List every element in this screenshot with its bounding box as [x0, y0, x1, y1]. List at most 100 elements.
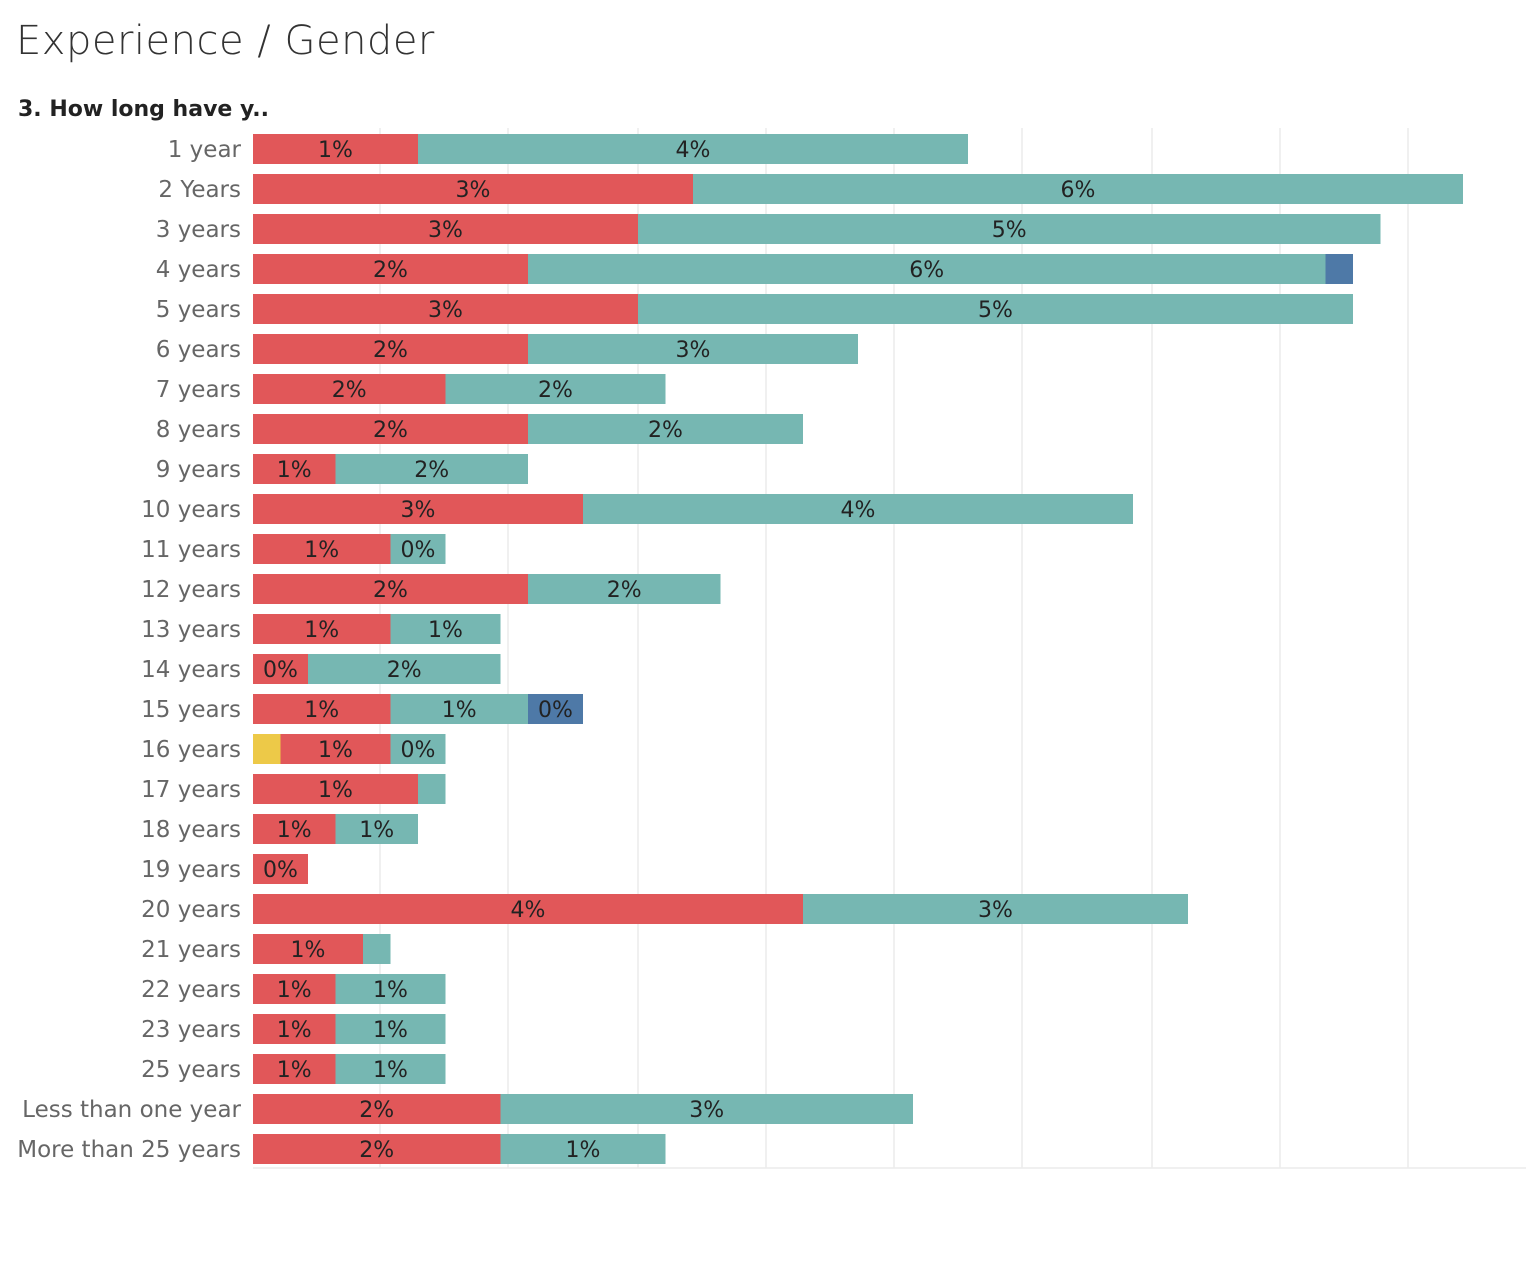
data-label: 6% [909, 258, 944, 283]
data-label: 3% [689, 1098, 724, 1123]
bar-segment-male [583, 494, 1133, 524]
bar-segment-male [418, 774, 446, 804]
data-label: 2% [359, 1138, 394, 1163]
data-label: 1% [442, 698, 477, 723]
bar-segment-male [528, 414, 803, 444]
data-label: 1% [373, 978, 408, 1003]
chart-title: Experience / Gender [16, 18, 435, 64]
data-label: 1% [277, 458, 312, 483]
data-label: 3% [978, 898, 1013, 923]
bar-segment-female [253, 1134, 501, 1164]
category-label: 18 years [141, 817, 241, 843]
bar-segment-female [253, 174, 693, 204]
bar-segment-female [253, 774, 418, 804]
bar-segment-male [335, 974, 446, 1004]
data-label: 0% [401, 738, 436, 763]
bar-segment-male [418, 134, 968, 164]
data-label: 2% [373, 258, 408, 283]
bar-segment-female [253, 974, 336, 1004]
bar-segment-female [253, 1014, 336, 1044]
category-label: 6 years [156, 337, 241, 363]
data-label: 3% [676, 338, 711, 363]
category-label: More than 25 years [17, 1137, 241, 1163]
data-label: 0% [401, 538, 436, 563]
data-label: 1% [373, 1058, 408, 1083]
data-label: 2% [373, 338, 408, 363]
data-label: 1% [291, 938, 326, 963]
category-label: 3 years [156, 217, 241, 243]
bar-segment-male [335, 1054, 446, 1084]
bar-segment-male [335, 1014, 446, 1044]
data-label: 4% [511, 898, 546, 923]
data-label: 2% [332, 378, 367, 403]
data-label: 2% [373, 578, 408, 603]
bar-segment-female [253, 1054, 336, 1084]
data-label: 2% [359, 1098, 394, 1123]
bar-segment-female [253, 1094, 501, 1124]
data-label: 1% [428, 618, 463, 643]
bar-segment-female [253, 334, 528, 364]
category-label: 4 years [156, 257, 241, 283]
bar-segment-male [335, 814, 418, 844]
data-label: 4% [841, 498, 876, 523]
bar-segment-male [528, 334, 858, 364]
data-label: 0% [263, 658, 298, 683]
bar-segment-female [253, 294, 638, 324]
data-label: 1% [304, 538, 339, 563]
data-label: 3% [456, 178, 491, 203]
data-label: 3% [428, 218, 463, 243]
data-label: 1% [318, 138, 353, 163]
bar-segment-female [253, 814, 336, 844]
bar-segment-female [280, 734, 391, 764]
bar-segment-male [528, 254, 1326, 284]
category-label: 5 years [156, 297, 241, 323]
data-label: 5% [992, 218, 1027, 243]
data-label: 4% [676, 138, 711, 163]
category-label: 2 Years [158, 177, 241, 203]
category-label: Less than one year [22, 1097, 241, 1123]
category-label: 7 years [156, 377, 241, 403]
category-label: 9 years [156, 457, 241, 483]
category-label: 13 years [141, 617, 241, 643]
bar-segment-male [500, 1134, 666, 1164]
data-label: 0% [538, 698, 573, 723]
category-label: 10 years [141, 497, 241, 523]
data-label: 1% [277, 818, 312, 843]
data-label: 3% [401, 498, 436, 523]
category-label: 25 years [141, 1057, 241, 1083]
category-label: 1 year [168, 137, 242, 163]
bar-segment-male [528, 574, 721, 604]
bar-segment-male [335, 454, 528, 484]
category-label: 22 years [141, 977, 241, 1003]
data-label: 1% [277, 1058, 312, 1083]
bar-segment-male [445, 374, 666, 404]
data-label: 2% [648, 418, 683, 443]
category-label: 19 years [141, 857, 241, 883]
category-label: 16 years [141, 737, 241, 763]
bar-segment-male [803, 894, 1188, 924]
data-label: 2% [373, 418, 408, 443]
data-label: 5% [978, 298, 1013, 323]
data-label: 0% [263, 858, 298, 883]
data-label: 1% [304, 698, 339, 723]
bar-segment-male [308, 654, 501, 684]
data-label: 3% [428, 298, 463, 323]
bar-segment-male [363, 934, 391, 964]
bar-segment-blue [1325, 254, 1353, 284]
bar-segment-female [253, 694, 391, 724]
category-label: 12 years [141, 577, 241, 603]
bar-segment-female [253, 894, 803, 924]
data-label: 1% [566, 1138, 601, 1163]
data-label: 1% [277, 978, 312, 1003]
row-header: 3. How long have y.. [18, 97, 270, 122]
bar-segment-female [253, 534, 391, 564]
data-label: 2% [607, 578, 642, 603]
bar-segment-blue [528, 694, 583, 724]
bar-segment-female [253, 254, 528, 284]
bar-segment-male [638, 294, 1353, 324]
data-label: 2% [387, 658, 422, 683]
bar-segment-male [638, 214, 1381, 244]
bar-segment-female [253, 414, 528, 444]
category-label: 17 years [141, 777, 241, 803]
